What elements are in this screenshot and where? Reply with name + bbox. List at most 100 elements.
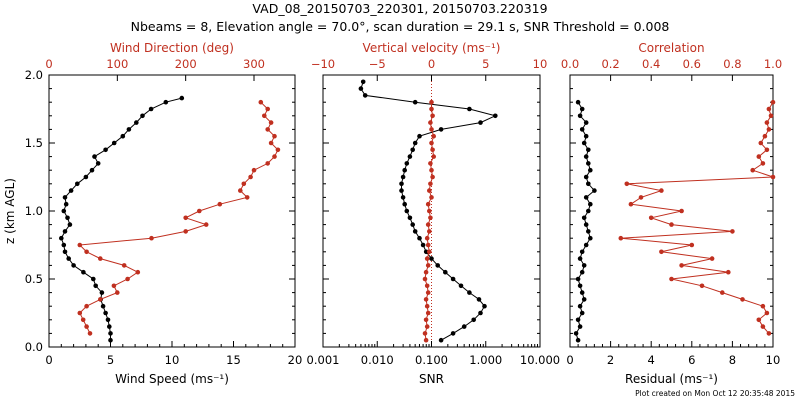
bottom-tick-label: 20 [288,353,303,367]
data-point-wind-direction [149,235,154,241]
top-tick-label: 0.6 [683,57,701,71]
data-point-residual [583,133,589,139]
data-point-correlation [720,290,725,295]
y-tick-label: 0.5 [25,272,43,286]
data-point-wind-direction [248,174,253,180]
data-point-correlation [766,106,772,112]
data-point-wind-direction [238,188,243,193]
data-point-wind-speed [108,331,113,336]
top-tick-label: 0.0 [561,57,579,71]
data-point-wind-direction [258,99,264,105]
data-point-vertical-velocity [424,283,430,289]
bottom-tick-label: 0.001 [307,353,340,367]
data-point-vertical-velocity [431,133,437,139]
data-point-wind-direction [183,229,188,234]
data-point-snr [410,222,416,227]
data-point-residual [575,337,581,343]
data-point-residual [577,303,583,309]
series-line-wind-direction [78,101,279,334]
data-point-vertical-velocity [424,324,430,329]
data-point-snr [450,276,456,282]
top-tick-label: 300 [243,57,265,71]
data-point-vertical-velocity [424,235,430,241]
data-point-correlation [770,99,776,105]
top-tick-label: 0 [428,57,435,71]
y-axis-label: z (km AGL) [3,178,17,244]
data-point-residual [579,290,585,295]
data-point-snr [435,263,441,268]
bottom-tick-label: 2 [607,353,614,367]
data-point-snr [412,140,418,146]
top-tick-label: 0 [45,57,52,71]
bottom-tick-label: 1.000 [469,353,502,367]
data-point-wind-direction [115,290,120,295]
data-point-correlation [760,161,766,166]
data-point-wind-speed [62,195,68,200]
data-point-wind-direction [265,161,271,166]
data-point-wind-direction [268,120,274,125]
data-point-wind-direction [265,127,271,132]
data-point-wind-speed [111,140,117,146]
data-point-correlation [766,331,772,336]
data-point-wind-speed [71,263,76,268]
data-point-correlation [648,215,654,221]
data-point-vertical-velocity [425,222,431,227]
x-axis-label-bottom: Residual (ms⁻¹) [625,372,718,386]
data-point-correlation [689,242,695,248]
data-point-correlation [764,147,770,153]
data-point-wind-direction [135,269,141,275]
bottom-tick-label: 8 [729,353,736,367]
data-point-wind-direction [84,249,89,255]
data-point-wind-speed [100,303,106,309]
data-point-vertical-velocity [429,99,434,105]
data-point-residual [577,113,583,119]
data-point-vertical-velocity [427,208,432,214]
data-point-wind-direction [98,297,103,302]
data-point-wind-speed [126,127,132,132]
data-point-residual [579,127,585,132]
data-point-residual [581,263,587,268]
data-point-residual [575,99,581,105]
data-point-wind-direction [241,181,247,187]
data-point-vertical-velocity [428,120,433,125]
x-axis-label-top: Correlation [638,41,704,55]
data-point-correlation [764,120,770,125]
data-point-wind-speed [83,174,89,180]
data-point-wind-direction [77,242,83,248]
data-point-correlation [770,174,776,180]
data-point-wind-speed [93,283,98,289]
data-point-vertical-velocity [425,242,431,248]
data-point-residual [588,167,593,173]
data-point-correlation [638,195,644,200]
data-point-vertical-velocity [429,106,434,112]
data-point-snr [404,208,410,214]
data-point-wind-direction [77,310,83,316]
bottom-tick-label: 0 [566,353,573,367]
bottom-tick-label: 4 [648,353,655,367]
data-point-wind-direction [111,283,117,289]
data-point-residual [583,154,589,159]
data-point-wind-direction [268,140,274,146]
data-point-residual [583,195,589,200]
data-point-snr [478,310,483,316]
data-point-residual [579,106,585,112]
data-point-snr [461,324,467,329]
data-point-vertical-velocity [425,201,431,207]
data-point-residual [579,310,585,316]
x-axis-label-top: Vertical velocity (ms⁻¹) [363,41,501,55]
data-point-wind-speed [89,167,95,173]
data-point-snr [493,113,498,119]
data-point-residual [588,235,593,241]
data-point-snr [412,99,418,105]
data-point-snr [478,120,483,125]
data-point-correlation [760,303,766,309]
data-point-vertical-velocity [422,276,428,282]
data-point-correlation [679,263,684,268]
data-point-snr [429,256,434,261]
data-point-correlation [740,297,745,302]
x-axis-label-top: Wind Direction (deg) [110,41,234,55]
data-point-residual [579,269,585,275]
data-point-vertical-velocity [423,297,429,302]
data-point-snr [482,303,487,309]
